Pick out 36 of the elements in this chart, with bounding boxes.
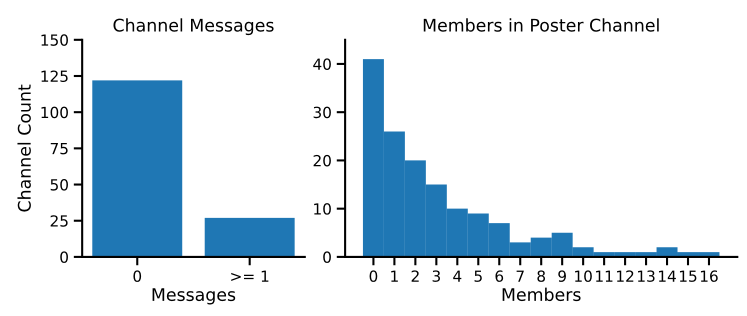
x-tick-label: 3 bbox=[432, 270, 440, 282]
y-tick-label: 20 bbox=[314, 154, 331, 166]
y-tick-label: 100 bbox=[41, 106, 68, 118]
x-axis-title: Members bbox=[502, 288, 581, 302]
y-tick-label: 150 bbox=[41, 34, 68, 46]
x-tick-label: 13 bbox=[638, 270, 655, 282]
x-tick-label: >= 1 bbox=[231, 270, 268, 282]
x-tick-label: 9 bbox=[558, 270, 566, 282]
x-tick-label: 1 bbox=[391, 270, 398, 282]
y-tick-label: 50 bbox=[50, 179, 68, 191]
y-tick-label: 75 bbox=[50, 143, 68, 154]
chart-title: Channel Messages bbox=[113, 18, 274, 36]
x-tick-label: 10 bbox=[575, 270, 592, 282]
x-tick-label: 7 bbox=[516, 270, 524, 282]
x-tick-label: 0 bbox=[370, 270, 378, 282]
y-tick-label: 25 bbox=[50, 215, 68, 227]
y-tick-label: 125 bbox=[41, 70, 68, 82]
x-tick-label: 8 bbox=[537, 270, 546, 282]
x-tick-label: 12 bbox=[617, 270, 634, 282]
x-axis-title: Messages bbox=[152, 288, 236, 304]
x-tick-label: 6 bbox=[495, 270, 504, 282]
x-tick-label: 16 bbox=[700, 270, 718, 282]
x-tick-label: 5 bbox=[474, 270, 482, 282]
x-tick-label: 14 bbox=[658, 270, 676, 282]
x-tick-label: 4 bbox=[453, 270, 462, 282]
chart-title: Members in Poster Channel bbox=[424, 18, 659, 32]
y-tick-label: 30 bbox=[314, 106, 331, 118]
y-tick-label: 0 bbox=[323, 251, 331, 263]
x-tick-label: 11 bbox=[596, 270, 612, 282]
y-tick-label: 0 bbox=[60, 251, 68, 263]
y-tick-label: 10 bbox=[314, 203, 331, 215]
y-axis-title: Channel Count bbox=[17, 84, 31, 212]
y-tick-label: 40 bbox=[313, 58, 331, 70]
x-tick-label: 15 bbox=[680, 270, 696, 282]
x-tick-label: 0 bbox=[133, 270, 142, 282]
x-tick-label: 2 bbox=[412, 270, 419, 282]
